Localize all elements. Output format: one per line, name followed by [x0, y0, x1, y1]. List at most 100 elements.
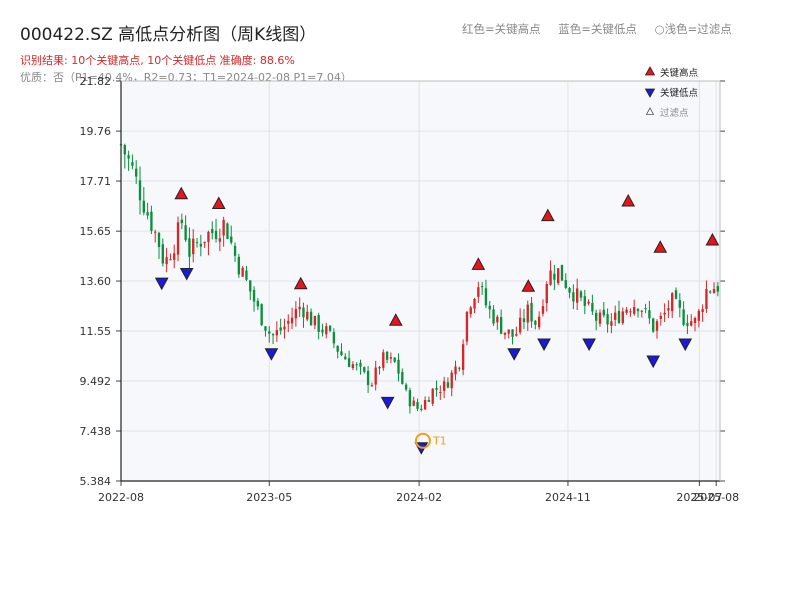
y-tick-label: 17.71: [80, 175, 112, 188]
candle-body: [146, 212, 149, 216]
candle-body: [461, 344, 465, 371]
candle-body: [678, 300, 681, 308]
y-tick-label: 19.76: [80, 125, 112, 138]
legend-blue-note: 蓝色=关键低点: [558, 22, 637, 36]
x-tick-label: 2023-05: [246, 491, 292, 504]
candle-body: [454, 366, 457, 375]
candle-body: [610, 321, 613, 326]
candle-body: [575, 288, 579, 303]
candle-body: [157, 232, 161, 248]
legend-label: 过滤点: [660, 107, 689, 119]
candle-body: [374, 367, 377, 385]
candle-body: [674, 290, 678, 299]
candle-body: [363, 367, 366, 372]
candle-body: [579, 291, 583, 298]
candle-body: [537, 316, 541, 328]
candle-body: [595, 312, 598, 321]
candle-body: [572, 292, 575, 302]
y-tick-label: 5.384: [80, 475, 112, 488]
key-high-marker: [211, 196, 226, 209]
y-tick-label: 9.492: [80, 375, 112, 388]
candle-body: [264, 326, 267, 331]
candle-body: [515, 334, 518, 336]
candle-body: [568, 288, 571, 293]
legend-label: 关键高点: [660, 67, 699, 79]
key-low-marker: [507, 348, 522, 361]
key-high-marker: [388, 313, 403, 326]
y-tick-label: 13.60: [80, 275, 112, 288]
candle-body: [279, 327, 282, 331]
key-low-marker: [582, 338, 596, 352]
candle-body: [564, 280, 567, 288]
candle-body: [617, 310, 621, 323]
candle-body: [287, 320, 290, 324]
candle-body: [633, 307, 636, 314]
candle-body: [709, 291, 712, 293]
candle-body: [507, 329, 510, 334]
result-summary: 识别结果: 10个关键高点, 10个关键低点 准确度: 88.6%: [20, 54, 295, 67]
candle-body: [465, 311, 469, 342]
candle-body: [294, 309, 298, 319]
candle-body: [530, 302, 533, 322]
candle-body: [652, 318, 655, 332]
candle-body: [446, 382, 450, 388]
candle-body: [237, 256, 241, 275]
key-high-marker: [541, 208, 555, 222]
candles: [119, 142, 720, 414]
candle-body: [321, 329, 324, 333]
candle-body: [587, 301, 590, 304]
key-low-marker: [179, 267, 194, 281]
candle-body: [328, 325, 332, 331]
candle-body: [667, 308, 670, 311]
candle-body: [275, 330, 279, 336]
candle-body: [522, 318, 526, 322]
candle-body: [629, 311, 632, 313]
candle-body: [207, 231, 210, 243]
candle-body: [332, 332, 336, 344]
candle-body: [450, 372, 453, 389]
t1-ring: [414, 432, 431, 449]
candle-body: [154, 231, 157, 233]
y-tick-label: 11.55: [80, 325, 112, 338]
candle-body: [488, 305, 491, 310]
candle-body: [317, 315, 320, 332]
candle-body: [416, 401, 419, 409]
candle-body: [230, 236, 233, 243]
candle-body: [545, 284, 548, 304]
candle-body: [389, 357, 393, 359]
candle-body: [366, 370, 370, 386]
candle-body: [195, 242, 199, 244]
legend-high-icon: [644, 66, 656, 76]
candle-body: [423, 400, 427, 410]
candle-body: [686, 322, 689, 326]
candle-body: [142, 200, 145, 213]
candle-body: [480, 286, 484, 288]
candle-body: [188, 238, 191, 257]
key-low-marker: [646, 355, 661, 369]
candle-body: [655, 321, 659, 331]
candle-body: [192, 238, 195, 255]
point-markers: T1: [154, 186, 720, 455]
candle-body: [560, 264, 564, 281]
candle-body: [431, 388, 434, 404]
candle-body: [169, 259, 172, 261]
chart-title: 000422.SZ 高低点分析图（周K线图）: [20, 25, 317, 45]
candle-body: [602, 309, 605, 316]
candle-body: [150, 211, 153, 231]
candle-body: [382, 352, 385, 368]
candle-body: [283, 326, 286, 330]
candle-body: [344, 356, 347, 360]
candle-body: [393, 357, 396, 362]
axes: 5.384 7.438 9.492 11.55 13.60 15.65 17.71 19.76…: [80, 75, 740, 504]
x-tick-label: 2022-08: [98, 491, 144, 504]
candle-body: [359, 362, 362, 367]
candle-body: [351, 364, 355, 369]
candle-body: [378, 367, 381, 369]
candle-body: [347, 358, 351, 367]
candle-body: [496, 316, 499, 323]
candle-body: [340, 351, 343, 356]
candle-body: [271, 334, 275, 336]
key-low-marker: [264, 348, 279, 361]
candle-body: [659, 315, 662, 319]
